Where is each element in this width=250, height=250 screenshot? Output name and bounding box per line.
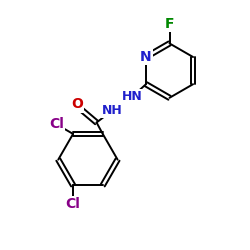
Text: Cl: Cl — [50, 117, 64, 131]
Text: NH: NH — [102, 104, 123, 117]
Text: O: O — [71, 98, 83, 112]
Text: HN: HN — [122, 90, 143, 103]
Text: F: F — [165, 18, 174, 32]
Text: N: N — [140, 50, 152, 64]
Text: Cl: Cl — [66, 197, 80, 211]
